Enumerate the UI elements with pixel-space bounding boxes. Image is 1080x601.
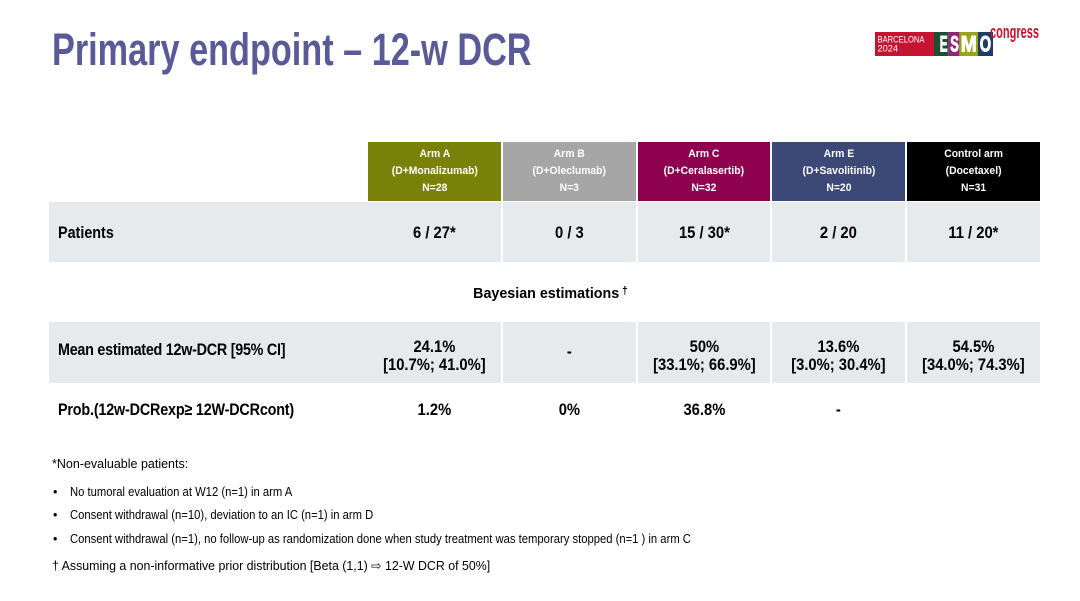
svg-text:M: M (961, 31, 977, 56)
svg-text:2024: 2024 (878, 44, 899, 54)
svg-text:O: O (980, 31, 991, 56)
svg-text:BARCELONA: BARCELONA (878, 34, 925, 44)
svg-text:E: E (940, 31, 948, 56)
svg-text:S: S (950, 31, 959, 56)
svg-text:congress: congress (990, 25, 1039, 42)
